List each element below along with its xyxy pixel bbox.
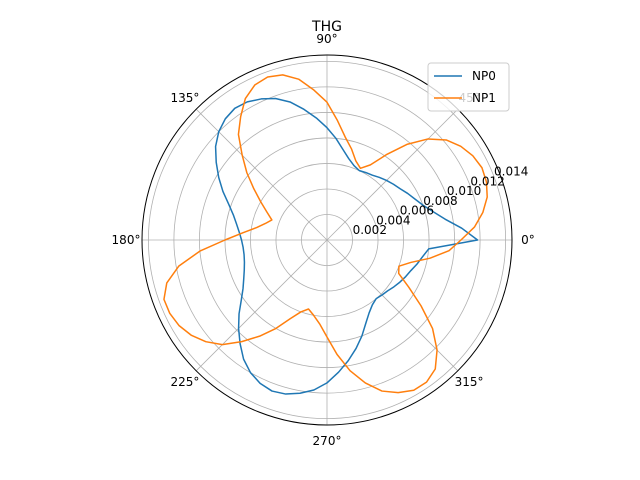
angular-gridline (326, 108, 459, 241)
polar-spine (141, 54, 513, 426)
angular-gridline (195, 108, 328, 241)
radial-tick-label: 0.006 (400, 204, 434, 218)
radial-tick-label: 0.008 (423, 194, 457, 208)
angle-tick-label: 270° (313, 434, 342, 448)
radial-tick-label: 0.014 (494, 165, 528, 179)
angle-tick-label: 0° (521, 233, 535, 247)
angular-gridline (326, 239, 459, 372)
radial-tick-label: 0.004 (376, 214, 410, 228)
angular-gridline (195, 239, 328, 372)
radial-tick-label: 0.002 (353, 223, 387, 237)
legend-label-np1: NP1 (472, 91, 496, 105)
legend-label-np0: NP0 (472, 69, 496, 83)
polar-grid (142, 55, 512, 425)
angle-tick-label: 90° (316, 32, 337, 46)
angle-tick-label: 315° (455, 375, 484, 389)
legend-frame (427, 62, 510, 112)
legend: NP0 NP1 (427, 62, 510, 112)
radial-tick-label: 0.012 (470, 174, 504, 188)
chart-title: THG (311, 19, 342, 35)
angle-tick-label: 180° (112, 233, 141, 247)
angle-tick-label: 135° (170, 91, 199, 105)
angle-tick-label: 225° (170, 375, 199, 389)
series-line-np0 (214, 97, 479, 395)
radial-tick-label: 0.010 (447, 184, 481, 198)
series-layer (163, 74, 488, 395)
series-line-np1 (163, 74, 488, 394)
